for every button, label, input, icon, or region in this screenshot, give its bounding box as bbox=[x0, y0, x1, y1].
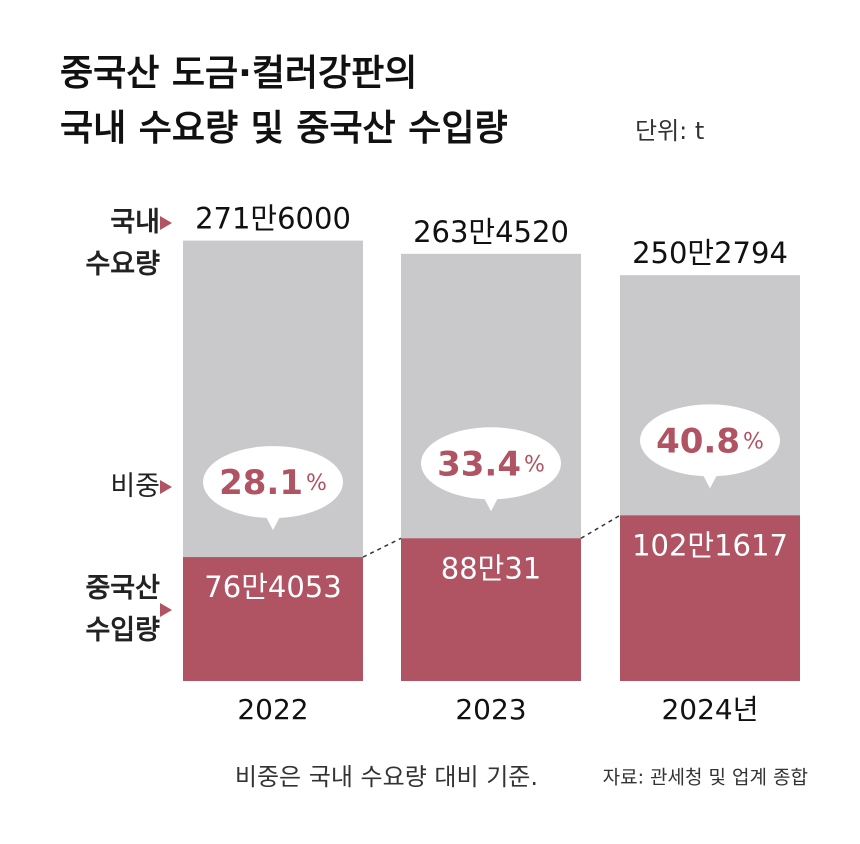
share-unit: % bbox=[524, 452, 545, 477]
row-label: 국내 수요량 bbox=[85, 207, 160, 280]
chart-title: 중국산 도금·컬러강판의 bbox=[60, 53, 417, 94]
x-tick-label: 2023 bbox=[455, 693, 526, 726]
bar bbox=[620, 515, 800, 681]
bar bbox=[183, 557, 363, 681]
share-label: 28.1% bbox=[219, 463, 327, 503]
row-label: 비중 bbox=[110, 471, 160, 502]
share-unit: % bbox=[743, 429, 764, 454]
value-label: 263만4520 bbox=[413, 215, 569, 249]
value-label: 271만6000 bbox=[195, 202, 351, 236]
bubble bbox=[421, 427, 561, 500]
bar bbox=[401, 538, 581, 681]
value-label: 102만1617 bbox=[632, 528, 788, 562]
chart-title: 국내 수요량 및 중국산 수입량 bbox=[60, 108, 508, 149]
source: 자료: 관세청 및 업계 종합 bbox=[603, 767, 808, 789]
value-label: 250만2794 bbox=[632, 236, 788, 270]
bubble bbox=[203, 446, 343, 519]
pointer bbox=[160, 480, 172, 494]
share-value: 33.4 bbox=[437, 444, 521, 484]
unit-note: 단위: t bbox=[635, 117, 704, 145]
connector bbox=[580, 514, 621, 539]
share-value: 28.1 bbox=[219, 463, 303, 503]
x-tick-label: 2022 bbox=[237, 693, 308, 726]
share-value: 40.8 bbox=[656, 421, 740, 461]
pointer bbox=[160, 216, 172, 230]
share-unit: % bbox=[306, 471, 327, 496]
value-label: 88만31 bbox=[441, 551, 541, 585]
share-label: 33.4% bbox=[437, 444, 545, 484]
share-label: 40.8% bbox=[656, 421, 764, 461]
x-tick-label: 2024년 bbox=[661, 693, 758, 726]
pointer bbox=[160, 603, 172, 617]
bubble bbox=[640, 404, 780, 477]
connector bbox=[362, 537, 402, 558]
note: 비중은 국내 수요량 대비 기준. bbox=[235, 763, 538, 791]
value-label: 76만4053 bbox=[204, 570, 341, 604]
row-label: 중국산 수입량 bbox=[85, 573, 160, 646]
